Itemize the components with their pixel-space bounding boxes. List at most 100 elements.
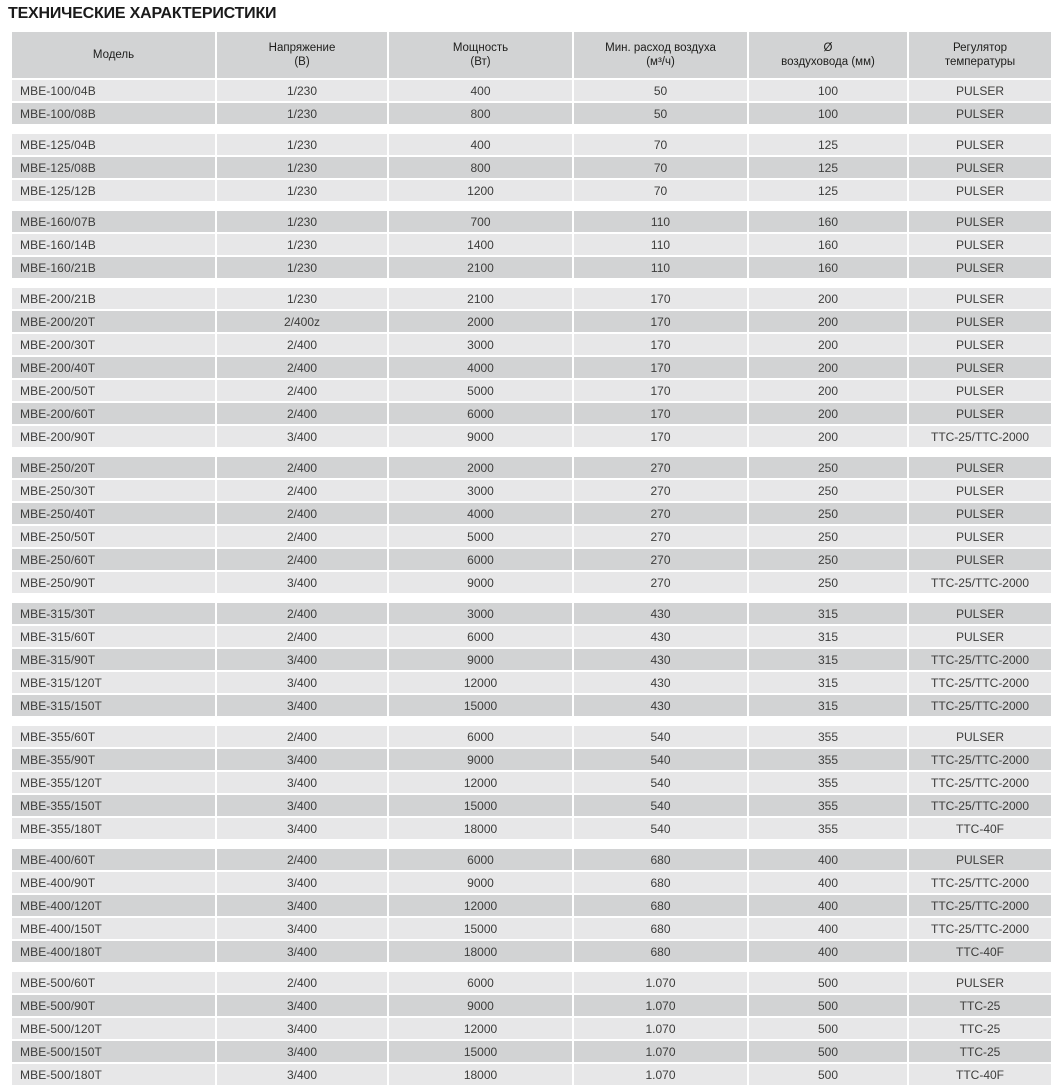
table-row[interactable]: MBE-250/40T 2/400 4000 270 250 PULSER <box>12 503 1051 524</box>
column-header-model-line1: Модель <box>92 49 135 61</box>
cell-voltage: 2/400 <box>217 334 387 355</box>
cell-model: MBE-160/14B <box>12 234 215 255</box>
table-row[interactable]: MBE-500/180T 3/400 18000 1.070 500 TTC-40F <box>12 1064 1051 1085</box>
cell-duct-diameter: 200 <box>749 357 907 378</box>
cell-model: MBE-355/90T <box>12 749 215 770</box>
cell-voltage: 2/400 <box>217 549 387 570</box>
cell-voltage: 2/400 <box>217 503 387 524</box>
table-row[interactable]: MBE-400/180T 3/400 18000 680 400 TTC-40F <box>12 941 1051 962</box>
cell-power: 6000 <box>389 403 572 424</box>
table-row[interactable]: MBE-500/60T 2/400 6000 1.070 500 PULSER <box>12 972 1051 993</box>
table-row[interactable]: MBE-355/90T 3/400 9000 540 355 TTC-25/TTC-200… <box>12 749 1051 770</box>
cell-temperature-regulator: TTC-25 <box>909 1041 1051 1062</box>
table-row[interactable]: MBE-400/60T 2/400 6000 680 400 PULSER <box>12 849 1051 870</box>
table-row[interactable]: MBE-250/50T 2/400 5000 270 250 PULSER <box>12 526 1051 547</box>
table-row[interactable]: MBE-400/150T 3/400 15000 680 400 TTC-25/TTC-2… <box>12 918 1051 939</box>
table-row[interactable]: MBE-355/150T 3/400 15000 540 355 TTC-25/TTC-2… <box>12 795 1051 816</box>
cell-temperature-regulator: PULSER <box>909 134 1051 155</box>
cell-temperature-regulator: TTC-40F <box>909 818 1051 839</box>
table-row[interactable]: MBE-160/21B 1/230 2100 110 160 PULSER <box>12 257 1051 278</box>
table-row[interactable]: MBE-315/150T 3/400 15000 430 315 TTC-25/TTC-2… <box>12 695 1051 716</box>
cell-model: MBE-200/60T <box>12 403 215 424</box>
cell-model: MBE-315/90T <box>12 649 215 670</box>
cell-duct-diameter: 160 <box>749 257 907 278</box>
table-row[interactable]: MBE-250/20T 2/400 2000 270 250 PULSER <box>12 457 1051 478</box>
cell-model: MBE-355/180T <box>12 818 215 839</box>
cell-voltage: 3/400 <box>217 895 387 916</box>
table-row[interactable]: MBE-125/08B 1/230 800 70 125 PULSER <box>12 157 1051 178</box>
table-row[interactable]: MBE-355/120T 3/400 12000 540 355 TTC-25/TTC-2… <box>12 772 1051 793</box>
table-row[interactable]: MBE-250/90T 3/400 9000 270 250 TTC-25/TTC-200… <box>12 572 1051 593</box>
cell-model: MBE-100/04B <box>12 80 215 101</box>
cell-voltage: 1/230 <box>217 157 387 178</box>
table-row[interactable]: MBE-315/120T 3/400 12000 430 315 TTC-25/TTC-2… <box>12 672 1051 693</box>
table-row[interactable]: MBE-125/12B 1/230 1200 70 125 PULSER <box>12 180 1051 201</box>
cell-power: 18000 <box>389 941 572 962</box>
table-row[interactable]: MBE-250/30T 2/400 3000 270 250 PULSER <box>12 480 1051 501</box>
group-separator-cell <box>12 449 1051 455</box>
cell-voltage: 2/400 <box>217 380 387 401</box>
cell-temperature-regulator: TTC-25/TTC-2000 <box>909 426 1051 447</box>
cell-model: MBE-250/60T <box>12 549 215 570</box>
cell-airflow: 680 <box>574 918 747 939</box>
cell-duct-diameter: 125 <box>749 157 907 178</box>
cell-voltage: 3/400 <box>217 995 387 1016</box>
cell-model: MBE-500/180T <box>12 1064 215 1085</box>
table-row[interactable]: MBE-100/04B 1/230 400 50 100 PULSER <box>12 80 1051 101</box>
cell-model: MBE-200/40T <box>12 357 215 378</box>
table-row[interactable]: MBE-355/60T 2/400 6000 540 355 PULSER <box>12 726 1051 747</box>
cell-voltage: 3/400 <box>217 872 387 893</box>
cell-temperature-regulator: TTC-25/TTC-2000 <box>909 872 1051 893</box>
cell-model: MBE-250/50T <box>12 526 215 547</box>
table-row[interactable]: MBE-500/120T 3/400 12000 1.070 500 TTC-25 <box>12 1018 1051 1039</box>
table-row[interactable]: MBE-200/60T 2/400 6000 170 200 PULSER <box>12 403 1051 424</box>
table-row[interactable]: MBE-400/90T 3/400 9000 680 400 TTC-25/TTC-200… <box>12 872 1051 893</box>
spec-sheet-page: ТЕХНИЧЕСКИЕ ХАРАКТЕРИСТИКИ Модель Напряж… <box>8 5 1051 1085</box>
cell-power: 15000 <box>389 1041 572 1062</box>
column-header-temperature-regulator: Регулятор температуры <box>909 32 1051 78</box>
cell-voltage: 3/400 <box>217 941 387 962</box>
table-row[interactable]: MBE-200/30T 2/400 3000 170 200 PULSER <box>12 334 1051 355</box>
table-row[interactable]: MBE-400/120T 3/400 12000 680 400 TTC-25/TTC-2… <box>12 895 1051 916</box>
cell-airflow: 170 <box>574 380 747 401</box>
cell-airflow: 70 <box>574 157 747 178</box>
table-row[interactable]: MBE-250/60T 2/400 6000 270 250 PULSER <box>12 549 1051 570</box>
cell-model: MBE-100/08B <box>12 103 215 124</box>
cell-voltage: 2/400 <box>217 849 387 870</box>
table-row[interactable]: MBE-355/180T 3/400 18000 540 355 TTC-40F <box>12 818 1051 839</box>
cell-power: 12000 <box>389 672 572 693</box>
cell-duct-diameter: 500 <box>749 1064 907 1085</box>
group-separator-cell <box>12 595 1051 601</box>
cell-voltage: 3/400 <box>217 572 387 593</box>
table-row[interactable]: MBE-315/90T 3/400 9000 430 315 TTC-25/TTC-200… <box>12 649 1051 670</box>
cell-power: 3000 <box>389 603 572 624</box>
table-row[interactable]: MBE-125/04B 1/230 400 70 125 PULSER <box>12 134 1051 155</box>
table-row[interactable]: MBE-160/07B 1/230 700 110 160 PULSER <box>12 211 1051 232</box>
cell-duct-diameter: 100 <box>749 103 907 124</box>
table-row[interactable]: MBE-200/90T 3/400 9000 170 200 TTC-25/TTC-200… <box>12 426 1051 447</box>
table-row[interactable]: MBE-500/90T 3/400 9000 1.070 500 TTC-25 <box>12 995 1051 1016</box>
table-row[interactable]: MBE-160/14B 1/230 1400 110 160 PULSER <box>12 234 1051 255</box>
table-row[interactable]: MBE-315/60T 2/400 6000 430 315 PULSER <box>12 626 1051 647</box>
group-separator <box>12 203 1051 209</box>
table-row[interactable]: MBE-315/30T 2/400 3000 430 315 PULSER <box>12 603 1051 624</box>
cell-power: 2100 <box>389 288 572 309</box>
group-separator <box>12 718 1051 724</box>
table-row[interactable]: MBE-500/150T 3/400 15000 1.070 500 TTC-25 <box>12 1041 1051 1062</box>
table-row[interactable]: MBE-200/50T 2/400 5000 170 200 PULSER <box>12 380 1051 401</box>
cell-voltage: 3/400 <box>217 672 387 693</box>
cell-voltage: 2/400 <box>217 403 387 424</box>
page-title: ТЕХНИЧЕСКИЕ ХАРАКТЕРИСТИКИ <box>8 5 277 22</box>
cell-temperature-regulator: PULSER <box>909 180 1051 201</box>
cell-temperature-regulator: PULSER <box>909 357 1051 378</box>
table-row[interactable]: MBE-100/08B 1/230 800 50 100 PULSER <box>12 103 1051 124</box>
cell-power: 18000 <box>389 818 572 839</box>
cell-voltage: 3/400 <box>217 1041 387 1062</box>
cell-temperature-regulator: PULSER <box>909 257 1051 278</box>
table-row[interactable]: MBE-200/40T 2/400 4000 170 200 PULSER <box>12 357 1051 378</box>
table-row[interactable]: MBE-200/20T 2/400z 2000 170 200 PULSER <box>12 311 1051 332</box>
table-row[interactable]: MBE-200/21B 1/230 2100 170 200 PULSER <box>12 288 1051 309</box>
cell-airflow: 430 <box>574 649 747 670</box>
column-header-model: Модель <box>12 32 215 78</box>
cell-duct-diameter: 355 <box>749 772 907 793</box>
